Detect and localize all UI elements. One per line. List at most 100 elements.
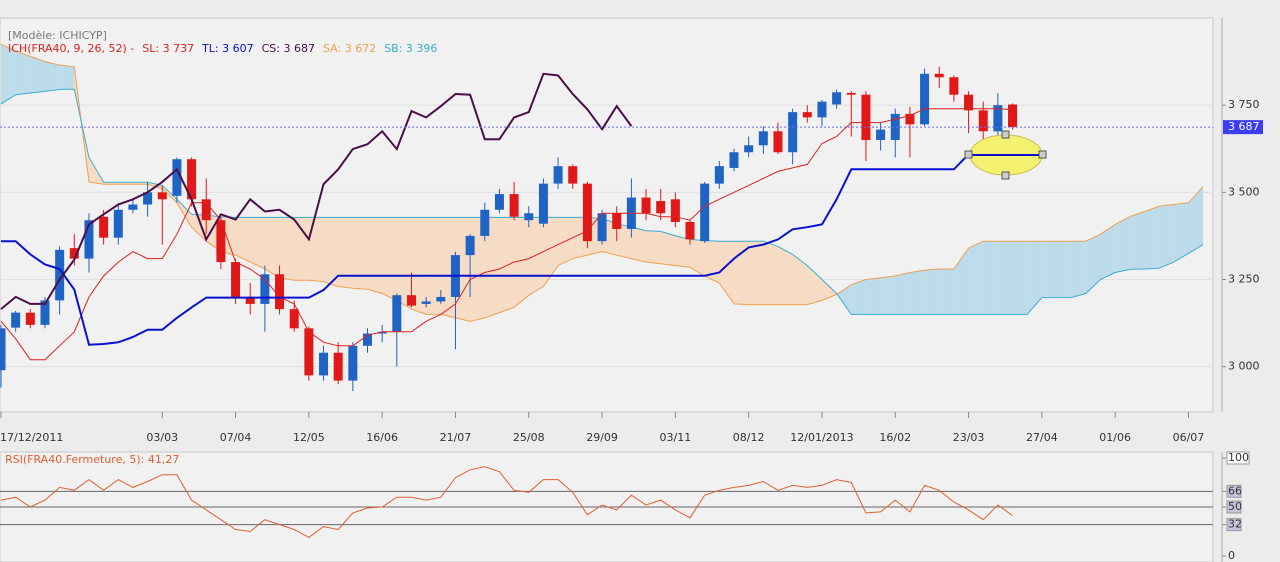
y-tick-label: 50 <box>1228 500 1242 513</box>
candle-body <box>436 296 446 302</box>
ichimoku-line <box>0 108 1013 361</box>
tick-box <box>1226 451 1250 465</box>
x-tick-label: 06/07 <box>1173 431 1205 444</box>
candle-body <box>69 248 79 259</box>
candle-body <box>0 328 6 371</box>
kumo <box>338 217 353 289</box>
candle-body <box>612 213 622 229</box>
kumo <box>543 217 559 287</box>
x-tick-label: 01/06 <box>1099 431 1131 444</box>
kumo <box>939 269 954 315</box>
ichimoku-line <box>0 72 633 310</box>
candle-body <box>553 166 563 184</box>
candle-body <box>187 159 197 200</box>
kumo <box>748 241 764 305</box>
candle-body <box>465 235 475 256</box>
kumo <box>895 272 910 315</box>
candle-body <box>157 192 167 200</box>
x-tick-label: 17/12/2011 <box>0 431 63 444</box>
kumo <box>1188 186 1204 254</box>
candle-body <box>363 333 372 346</box>
legend-entry: TL: 3 607 <box>201 42 254 55</box>
kumo <box>763 241 778 305</box>
candle-body <box>113 209 123 238</box>
kumo <box>426 217 441 315</box>
kumo <box>162 185 177 203</box>
x-tick-label: 03/11 <box>660 431 692 444</box>
y-tick-label: 100 <box>1228 451 1249 464</box>
handle <box>1001 130 1010 139</box>
kumo <box>792 254 808 305</box>
kumo <box>1159 204 1174 269</box>
candle-body <box>920 73 930 125</box>
x-tick-label: 16/02 <box>879 431 911 444</box>
candle-body <box>846 92 856 95</box>
y-tick-label: 32 <box>1228 518 1242 531</box>
candle-body <box>993 105 1003 132</box>
candle-body <box>905 113 915 125</box>
candle-body <box>392 295 402 332</box>
x-tick-label: 25/08 <box>513 431 545 444</box>
kumo <box>30 56 45 93</box>
candle-body <box>890 113 900 141</box>
rsi-layer <box>0 457 1226 557</box>
candle-body <box>55 249 65 301</box>
labels: [Modèle: ICHICYP] ICH(FRA40, 9, 26, 52) … <box>0 29 1263 562</box>
kumo <box>294 217 309 281</box>
kumo <box>264 217 280 278</box>
kumo <box>646 230 661 264</box>
kumo <box>367 217 383 294</box>
y-tick-label: 0 <box>1228 549 1235 562</box>
model-label: [Modèle: ICHICYP] <box>8 29 107 42</box>
kumo <box>909 270 925 315</box>
rsi-title: RSI(FRA40.Fermeture, 5): 41,27 <box>5 453 179 466</box>
candle-body <box>773 131 783 153</box>
candle-body <box>744 145 754 153</box>
kumo <box>396 217 412 310</box>
last-price-label: 3 687 <box>1228 120 1260 133</box>
kumo <box>308 217 324 282</box>
ichimoku-line <box>1 153 1013 346</box>
kumo <box>235 217 251 263</box>
kumo <box>983 241 998 315</box>
kumo <box>631 227 646 263</box>
candle-body <box>978 110 988 132</box>
candle-body <box>275 274 285 310</box>
kumo <box>1144 206 1160 269</box>
candle-body <box>333 352 343 381</box>
x-tick-label: 21/07 <box>440 431 472 444</box>
y-tick-label: 3 500 <box>1228 185 1260 198</box>
kumo <box>103 182 119 185</box>
y-tick-label: 3 000 <box>1228 360 1260 373</box>
kumo <box>279 217 295 281</box>
kumo <box>1100 224 1116 280</box>
indicator-label: ICH(FRA40, 9, 26, 52) - <box>8 42 134 55</box>
legend: ICH(FRA40, 9, 26, 52) - SL: 3 737 TL: 3 60… <box>8 42 437 55</box>
kumo <box>1071 241 1086 298</box>
handle <box>1001 171 1010 180</box>
candle-body <box>421 301 431 304</box>
kumo <box>1085 234 1101 294</box>
kumo <box>250 217 265 269</box>
candle-body <box>216 220 226 263</box>
x-tick-label: 29/09 <box>586 431 618 444</box>
candle-body <box>480 209 490 236</box>
price-layer <box>0 43 1226 418</box>
kumo <box>924 269 940 315</box>
candle-body <box>597 213 607 242</box>
candle-body <box>304 328 314 376</box>
kumo <box>807 265 822 305</box>
kumo <box>15 51 31 95</box>
handle <box>964 150 973 159</box>
candle-body <box>172 159 182 196</box>
x-tick-label: 07/04 <box>220 431 252 444</box>
candle-body <box>1008 104 1018 128</box>
candle-body <box>568 166 578 184</box>
rsi-line <box>0 466 1013 538</box>
candle-body <box>524 213 534 221</box>
kumo <box>514 217 529 308</box>
kumo <box>690 239 705 276</box>
candle-body <box>494 194 504 210</box>
tick-box <box>1226 518 1242 532</box>
legend-entry: SL: 3 737 <box>142 42 194 55</box>
